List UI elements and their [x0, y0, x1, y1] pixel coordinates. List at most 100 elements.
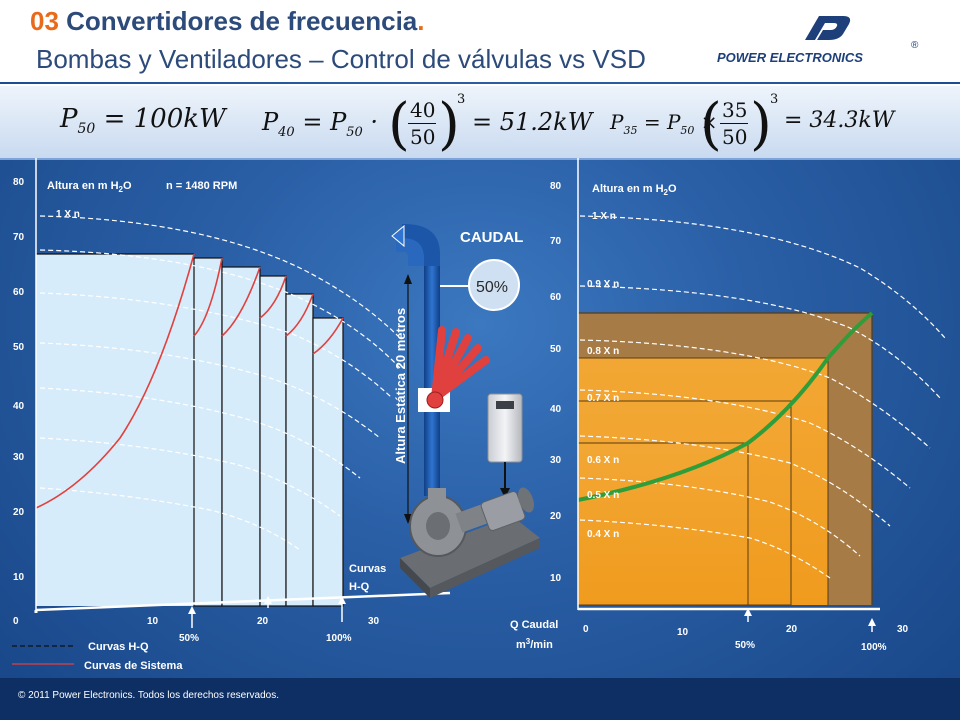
formula-p40: P40 = P50 · ( 40 50 ) 3 = 51.2kW [262, 92, 592, 157]
header: 03 Convertidores de frecuencia. Bombas y… [0, 0, 960, 82]
f2-exponent: 3 [457, 92, 466, 107]
f2-dot: · [370, 108, 379, 136]
right-y-tick: 70 [550, 236, 562, 247]
f3-exponent: 3 [770, 92, 779, 107]
left-y-tick: 20 [13, 507, 25, 518]
pipe-elbow-outer [402, 224, 440, 266]
left-y-tick: 50 [13, 342, 25, 353]
vfd-cable-arrow-icon [500, 488, 510, 498]
title-number: 03 [30, 6, 59, 36]
f1-subscript: 50 [77, 121, 96, 138]
diagram-canvas: 80 70 60 50 40 30 20 10 0 10 20 30 Altur… [12, 158, 946, 672]
pump-illustration: CAUDAL 50% Altura Estática 20 metros [391, 224, 540, 598]
pump-body-icon [400, 487, 540, 598]
logo-text: POWER ELECTRONICS [717, 50, 863, 65]
left-curvas-label: Curvas [349, 563, 386, 575]
speed-label-0-8: 0.8 X n [587, 346, 619, 357]
left-x-tick: 20 [257, 616, 269, 627]
right-marker-100: 100% [861, 618, 887, 653]
left-x-tick: 30 [368, 616, 380, 627]
left-y-tick: 40 [13, 401, 25, 412]
left-hq-curves [39, 215, 401, 551]
f2-numerator: 40 [410, 98, 436, 122]
left-marker-100-label: 100% [326, 633, 352, 644]
logo-mark-icon [805, 16, 851, 40]
right-x-tick: 30 [897, 624, 909, 635]
left-hq-label: H-Q [349, 581, 370, 593]
right-altura-label: Altura en m H2O [592, 183, 677, 197]
left-marker-50-label: 50% [179, 633, 199, 644]
f3-denominator: 50 [722, 125, 748, 149]
legend-hq-label: Curvas H-Q [88, 641, 149, 653]
f2-denominator: 50 [410, 125, 436, 149]
right-y-tick: 60 [550, 292, 562, 303]
f3-paren-right: ) [750, 92, 772, 157]
f2-paren-left: ( [388, 92, 410, 157]
right-x-tick: 10 [677, 627, 689, 638]
f1-rhs: = 100kW [103, 104, 226, 134]
f3-times: × [700, 110, 718, 134]
left-1xn-label: 1 X n [56, 209, 80, 220]
logo-registered-mark: ® [911, 40, 919, 51]
f2-subscript: 40 [278, 124, 295, 140]
flow-arrow-icon [391, 224, 405, 248]
left-marker-20 [264, 596, 272, 608]
left-x-axis [35, 591, 451, 612]
right-system-curve [577, 311, 874, 502]
left-y-tick: 60 [13, 287, 25, 298]
left-x-ticks: 10 20 30 [147, 616, 380, 627]
right-y-tick: 20 [550, 511, 562, 522]
left-area-step-1 [193, 257, 223, 607]
right-area-0-7 [577, 442, 749, 606]
left-area-base [36, 254, 194, 606]
right-chart: 80 70 60 50 40 30 20 10 0 10 20 30 Altur… [510, 158, 946, 653]
f3-mid: = P [643, 110, 681, 134]
f1-symbol: P [60, 104, 78, 134]
left-y-ticks: 80 70 60 50 40 30 20 10 0 [13, 177, 25, 627]
title-main: Convertidores de frecuencia [58, 6, 418, 36]
speed-label-1: 1 X n [592, 211, 616, 222]
right-y-tick: 10 [550, 573, 562, 584]
right-y-tick: 40 [550, 404, 562, 415]
percent-gauge [468, 259, 520, 311]
right-y-tick: 30 [550, 455, 562, 466]
speed-label-0-9: 0.9 X n [587, 279, 619, 290]
formula-p35: P35 = P50 × ( 35 50 ) 3 = 34.3kW [610, 92, 910, 157]
left-area-step-2 [221, 266, 261, 607]
left-rpm-label: n = 1480 RPM [166, 180, 237, 192]
q-unit-label: m3/min [516, 637, 553, 651]
right-y-tick: 50 [550, 344, 562, 355]
speed-label-0-5: 0.5 X n [587, 490, 619, 501]
logo: POWER ELECTRONICS ® [715, 10, 925, 72]
f3-rhs: = 34.3kW [784, 108, 895, 133]
q-caudal-label: Q Caudal [510, 619, 558, 631]
right-x-tick: 20 [786, 624, 798, 635]
left-y-tick: 30 [13, 452, 25, 463]
left-y-tick: 70 [13, 232, 25, 243]
f3-paren-left: ( [700, 92, 722, 157]
speed-label-0-4: 0.4 X n [587, 529, 619, 540]
footer: © 2011 Power Electronics. Todos los dere… [0, 678, 960, 720]
f2-mid-subscript: 50 [346, 124, 363, 140]
f3-subscript: 35 [623, 124, 638, 137]
left-marker-100: 100% [326, 596, 352, 644]
left-legend: Curvas H-Q Curvas de Sistema [12, 641, 183, 672]
left-y-tick: 80 [13, 177, 25, 188]
right-marker-50: 50% [735, 608, 755, 651]
right-y-ticks: 80 70 60 50 40 30 20 10 [550, 181, 562, 584]
speed-label-0-7: 0.7 X n [587, 393, 619, 404]
right-y-tick: 80 [550, 181, 562, 192]
vfd-display-icon [496, 401, 514, 409]
f3-symbol: P [610, 110, 624, 134]
right-marker-50-label: 50% [735, 640, 755, 651]
f2-paren-right: ) [438, 92, 460, 157]
right-marker-100-label: 100% [861, 642, 887, 653]
speed-label-0-6: 0.6 X n [587, 455, 619, 466]
f2-symbol: P [262, 108, 279, 136]
f3-fraction-bar [720, 123, 748, 124]
legend-sistema-label: Curvas de Sistema [84, 660, 183, 672]
caudal-label: CAUDAL [460, 229, 523, 246]
left-area-step-5 [312, 317, 344, 607]
pipe-vertical [424, 266, 440, 496]
